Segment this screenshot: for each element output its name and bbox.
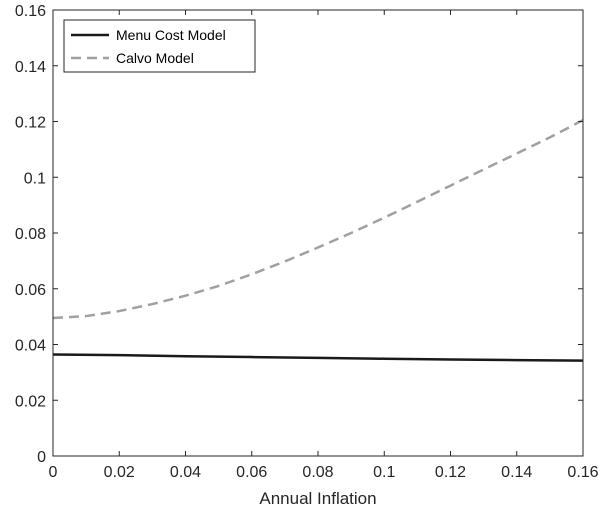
y-tick-label: 0.02 <box>15 393 46 410</box>
y-tick-label: 0.12 <box>15 115 46 132</box>
y-axis-ticks: 0 0.02 0.04 0.06 0.08 0.1 0.12 0.14 0.16 <box>15 3 583 466</box>
x-tick-label: 0.06 <box>236 464 267 481</box>
x-tick-label: 0.04 <box>170 464 201 481</box>
legend-box <box>63 19 256 73</box>
plot-frame <box>52 9 584 457</box>
legend-label-menu-cost: Menu Cost Model <box>116 27 226 43</box>
y-tick-label: 0.06 <box>15 282 46 299</box>
x-tick-label: 0.14 <box>501 464 532 481</box>
series-line-menu-cost-model <box>52 353 584 362</box>
legend: Menu Cost Model Calvo Model <box>63 19 256 73</box>
x-tick-label: 0.02 <box>104 464 135 481</box>
plot-background <box>53 10 583 456</box>
y-tick-label: 0.16 <box>15 3 46 20</box>
x-axis-title: Annual Inflation <box>259 489 376 508</box>
legend-label-calvo: Calvo Model <box>116 50 194 66</box>
series-line-calvo-model <box>52 119 584 320</box>
x-tick-label: 0 <box>49 464 58 481</box>
y-tick-label: 0.14 <box>15 59 46 76</box>
x-tick-label: 0.16 <box>567 464 598 481</box>
y-tick-label: 0.04 <box>15 338 46 355</box>
x-tick-label: 0.1 <box>373 464 395 481</box>
y-tick-label: 0.1 <box>24 170 46 187</box>
x-axis-ticks: 0 0.02 0.04 0.06 0.08 0.1 0.12 0.14 0.16 <box>49 10 599 481</box>
series-layer <box>52 119 584 362</box>
y-tick-label: 0 <box>37 449 46 466</box>
y-tick-label: 0.08 <box>15 226 46 243</box>
x-tick-label: 0.08 <box>302 464 333 481</box>
x-tick-label: 0.12 <box>435 464 466 481</box>
